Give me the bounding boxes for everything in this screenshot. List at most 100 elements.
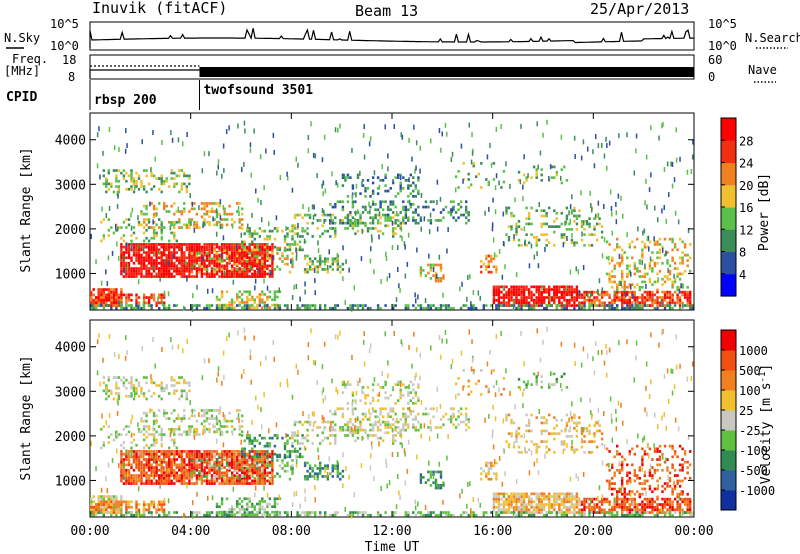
power-cell (263, 243, 266, 246)
power-cell (575, 228, 579, 231)
power-cell (200, 202, 204, 205)
cpid-segment-0: rbsp 200 (94, 93, 157, 108)
power-cell (158, 306, 161, 310)
power-cell (394, 176, 397, 179)
power-cell (233, 251, 236, 254)
power-cell (507, 301, 511, 305)
power-cell (244, 128, 246, 134)
velocity-cell (178, 479, 181, 483)
power-cell (142, 296, 146, 299)
velocity-cell (261, 452, 264, 456)
velocity-cell (213, 479, 216, 483)
power-cell (127, 298, 131, 302)
power-cell (683, 253, 687, 257)
velocity-cell (170, 471, 173, 475)
power-cell (597, 200, 600, 206)
power-cell (600, 236, 604, 239)
power-cell (359, 170, 361, 176)
velocity-cell (278, 464, 282, 468)
power-cell (185, 185, 188, 188)
power-cell (195, 248, 199, 252)
velocity-cell (195, 461, 199, 465)
power-cell (142, 239, 146, 243)
power-cell (399, 173, 402, 177)
power-cell (140, 306, 143, 310)
velocity-cell (145, 466, 148, 469)
power-cell (515, 301, 518, 305)
power-cell (512, 293, 516, 297)
power-cell (507, 238, 511, 242)
velocity-cell (283, 469, 287, 473)
velocity-cell (185, 433, 188, 436)
velocity-cell (168, 450, 171, 453)
power-cell (686, 304, 689, 307)
velocity-cell (230, 510, 234, 514)
velocity-cell (293, 434, 297, 437)
power-cell (430, 138, 432, 144)
power-cell (200, 215, 204, 219)
velocity-cell (225, 510, 229, 514)
power-cell (130, 179, 133, 183)
velocity-cell (394, 434, 397, 437)
power-cbar-swatch-6 (721, 140, 736, 164)
power-cell (180, 275, 183, 278)
power-cell (132, 251, 136, 254)
velocity-cell (125, 458, 128, 461)
velocity-cell (160, 435, 163, 439)
power-cell (122, 174, 126, 178)
power-cell (610, 206, 613, 212)
velocity-cell (301, 442, 304, 445)
velocity-cell (246, 505, 249, 509)
power-cell (575, 290, 579, 294)
power-cell (356, 229, 360, 233)
power-cell (283, 240, 287, 244)
velocity-cell (195, 463, 199, 467)
velocity-cell (268, 479, 272, 483)
power-cell (399, 184, 402, 187)
power-cell (658, 296, 662, 299)
power-cell (636, 306, 639, 310)
power-cell (107, 304, 110, 307)
power-cell (424, 200, 428, 204)
power-cell (621, 296, 624, 299)
velocity-cell (145, 419, 148, 423)
power-cell (115, 185, 118, 188)
power-cell (379, 200, 382, 204)
power-cell (510, 225, 513, 228)
power-cell (241, 253, 244, 257)
power-cell (261, 256, 264, 260)
velocity-cell (301, 436, 304, 440)
power-cell (465, 216, 468, 220)
velocity-cell (152, 471, 156, 475)
power-cell (371, 200, 375, 204)
power-cell (210, 257, 214, 261)
power-cell (538, 288, 541, 291)
velocity-cell (150, 378, 153, 382)
power-cell (127, 275, 131, 278)
power-cell (563, 285, 566, 289)
power-cell (125, 251, 128, 254)
velocity-cell (160, 397, 163, 401)
velocity-cell (190, 414, 194, 418)
power-cell (341, 221, 345, 225)
power-cell (569, 218, 572, 224)
power-cell (195, 272, 199, 276)
power-cell (543, 306, 546, 310)
velocity-cell (175, 389, 178, 393)
power-cell (180, 185, 183, 188)
power-cell (485, 254, 488, 258)
power-cell (623, 285, 626, 289)
power-cell (182, 141, 184, 147)
velocity-cell (185, 482, 188, 485)
power-cell (668, 296, 672, 299)
velocity-cell (127, 458, 131, 461)
power-cell (120, 302, 122, 308)
power-cell (117, 190, 121, 194)
power-cell (419, 219, 423, 222)
power-cell (588, 304, 591, 307)
power-cell (130, 177, 133, 180)
velocity-cell (137, 458, 141, 461)
power-cell (188, 210, 191, 213)
power-cell (676, 293, 679, 297)
velocity-cell (150, 463, 153, 467)
